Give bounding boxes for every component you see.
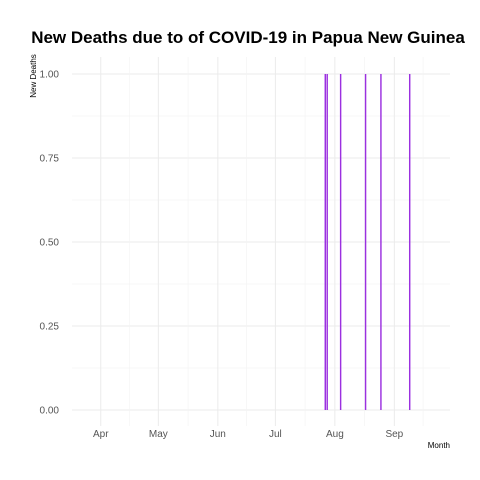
x-tick-label: Sep: [385, 429, 403, 440]
y-tick-label: 0.00: [40, 406, 60, 417]
y-tick-label: 0.25: [40, 322, 60, 333]
bar: [408, 74, 411, 410]
bar: [326, 74, 328, 410]
y-tick-label: 0.75: [40, 154, 60, 165]
bar: [380, 74, 382, 410]
y-axis-label: New Deaths: [29, 54, 38, 98]
x-tick-label: Apr: [93, 429, 109, 440]
x-tick-label: Aug: [326, 429, 344, 440]
x-axis-label: Month: [428, 441, 450, 450]
y-ticks: 0.00 0.25 0.50 0.75 1.00: [40, 70, 60, 417]
grid: [72, 57, 450, 426]
x-tick-label: May: [149, 429, 168, 440]
chart-title: New Deaths due to of COVID-19 in Papua N…: [31, 28, 465, 47]
bars: [324, 74, 411, 410]
x-tick-label: Jul: [269, 429, 282, 440]
bar: [364, 74, 367, 410]
bar: [324, 74, 326, 410]
x-tick-label: Jun: [210, 429, 226, 440]
bar: [339, 74, 342, 410]
y-tick-label: 1.00: [40, 70, 60, 81]
y-tick-label: 0.50: [40, 238, 60, 249]
x-ticks: Apr May Jun Jul Aug Sep: [93, 429, 404, 440]
